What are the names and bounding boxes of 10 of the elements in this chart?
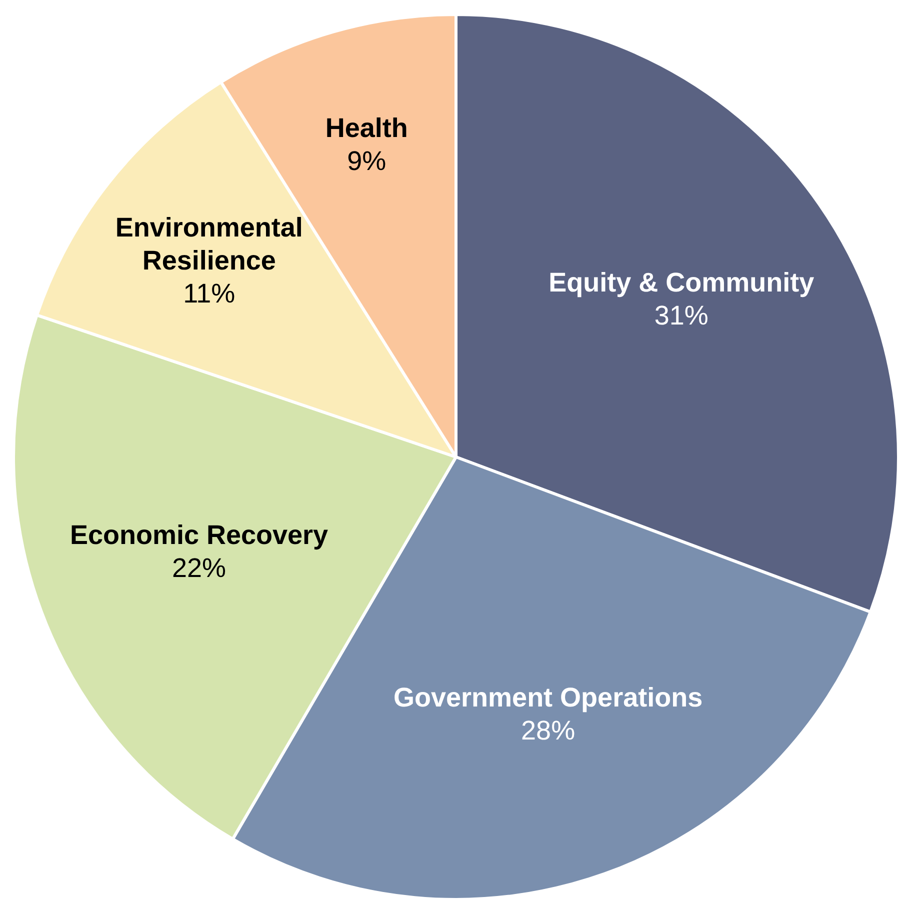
slice-label: Environmental Resilience xyxy=(115,212,303,276)
data-label: 31% xyxy=(654,300,708,331)
data-label: 28% xyxy=(521,715,576,746)
slice-label: Equity & Community xyxy=(548,268,814,298)
slice-label: Health xyxy=(325,113,408,144)
data-label: 9% xyxy=(347,146,386,176)
slice-label: Government Operations xyxy=(394,682,703,712)
data-label: 22% xyxy=(172,553,226,584)
slice-label: Economic Recovery xyxy=(70,520,328,550)
data-label: 11% xyxy=(183,278,236,308)
